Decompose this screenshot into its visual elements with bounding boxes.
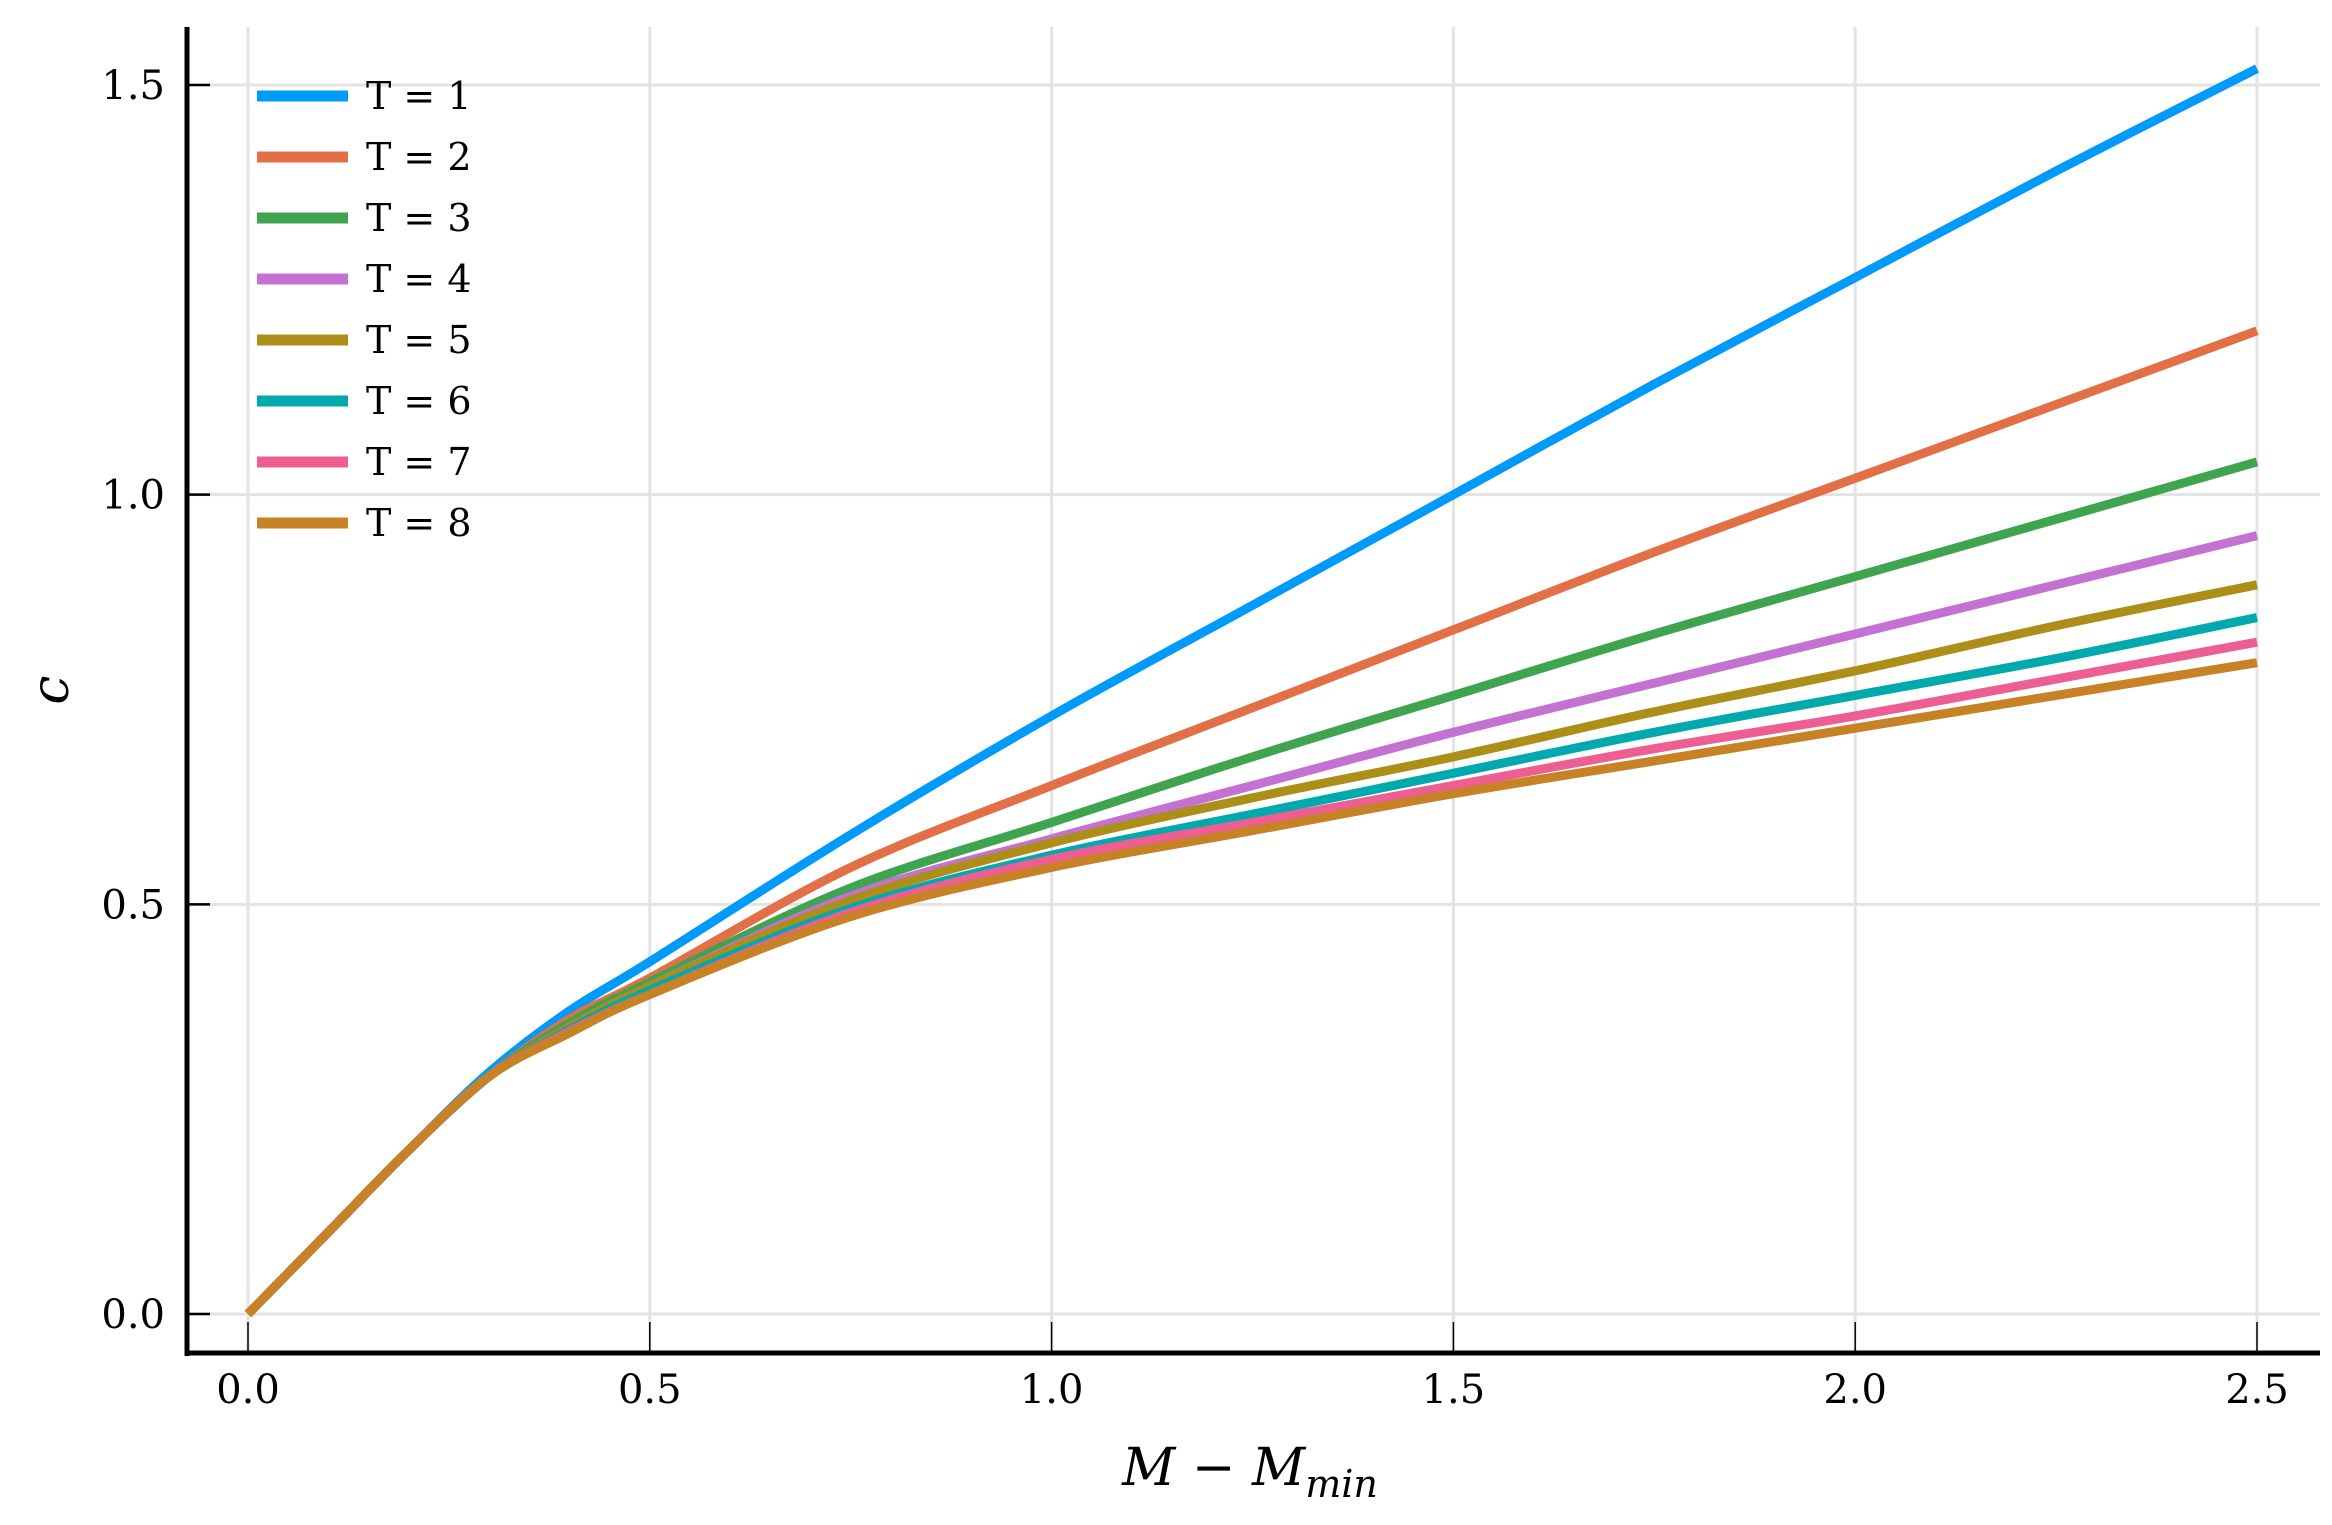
series-line-t1 [244, 64, 2260, 1318]
legend: T = 1 T = 2 T = 3 T = 4 T = 5 T = 6 T = 7 T = 8 [257, 74, 472, 545]
series-line-t8 [244, 658, 2258, 1318]
axes [184, 27, 2320, 1356]
series-lines [244, 64, 2260, 1318]
series-line-t6 [244, 613, 2258, 1318]
x-axis-label: M − Mmin [1121, 1438, 1378, 1506]
legend-label-t7: T = 7 [366, 440, 472, 484]
x-tick-label: 2.5 [2225, 1367, 2289, 1413]
series-line-t3 [244, 457, 2259, 1318]
y-tick-label: 0.0 [101, 1292, 165, 1338]
grid [187, 27, 2320, 1353]
x-tick-label: 1.5 [1422, 1367, 1486, 1413]
y-tick-label: 1.5 [101, 63, 165, 109]
legend-label-t8: T = 8 [366, 501, 472, 545]
y-tick-label: 1.0 [101, 473, 165, 519]
x-tick-label: 2.0 [1823, 1367, 1887, 1413]
legend-label-t1: T = 1 [366, 74, 472, 118]
legend-label-t5: T = 5 [366, 318, 472, 362]
x-tick-label: 1.0 [1020, 1367, 1084, 1413]
x-tick-label: 0.5 [618, 1367, 682, 1413]
y-tick-label: 0.5 [101, 882, 165, 928]
legend-label-t6: T = 6 [366, 379, 472, 423]
legend-label-t2: T = 2 [366, 135, 472, 179]
x-tick-label: 0.0 [216, 1367, 280, 1413]
legend-label-t4: T = 4 [366, 257, 472, 301]
legend-label-t3: T = 3 [366, 196, 472, 240]
y-axis-label: c [21, 675, 81, 704]
series-line-t7 [244, 637, 2258, 1318]
ticks: 0.0 0.5 1.0 1.5 2.0 2.5 0.0 0.5 1.0 1.5 [101, 63, 2288, 1413]
